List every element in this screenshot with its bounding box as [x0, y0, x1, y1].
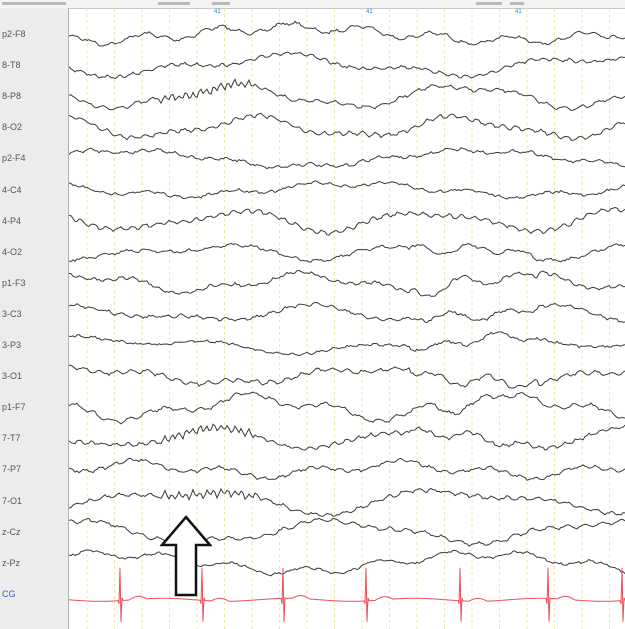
- channel-label: 7-T7: [2, 433, 21, 444]
- timeline-segment: [2, 2, 66, 5]
- channel-label: 8-P8: [2, 91, 22, 102]
- eeg-trace-area[interactable]: [69, 8, 625, 629]
- eeg-trace: [69, 423, 625, 451]
- eeg-trace: [69, 549, 625, 577]
- up-arrow-icon: [160, 515, 212, 597]
- eeg-trace: [69, 112, 625, 141]
- eeg-trace: [69, 364, 625, 389]
- eeg-trace: [69, 242, 625, 263]
- eeg-trace: [69, 301, 625, 324]
- channel-label: z-Pz: [2, 557, 20, 568]
- eeg-trace: [69, 147, 625, 170]
- eeg-trace: [69, 457, 625, 481]
- eeg-trace: [69, 20, 625, 47]
- channel-label: z-Cz: [2, 526, 21, 537]
- eeg-trace: [69, 180, 625, 200]
- timeline-segment: [212, 2, 230, 5]
- channel-label: 8-O2: [2, 122, 23, 133]
- eeg-trace: [69, 206, 625, 236]
- channel-label: p2-F8: [2, 29, 26, 39]
- channel-label: 3-O1: [2, 371, 23, 382]
- channel-label: 8-T8: [2, 60, 21, 71]
- channel-label: 4-O2: [2, 246, 23, 257]
- channel-label: 7-P7: [2, 464, 22, 475]
- timeline-scrollbar[interactable]: [0, 0, 625, 9]
- event-marker[interactable]: 41: [214, 9, 221, 15]
- channel-label: CG: [2, 588, 16, 599]
- channel-label: 4-P4: [2, 215, 22, 226]
- eeg-trace: [69, 78, 625, 111]
- channel-label: p1-F3: [2, 277, 26, 288]
- channel-label: 3-P3: [2, 340, 22, 350]
- eeg-trace: [69, 269, 625, 297]
- ecg-trace: [69, 567, 625, 622]
- channel-label: 3-C3: [2, 308, 22, 319]
- event-marker[interactable]: 41: [366, 9, 373, 15]
- eeg-trace: [69, 391, 625, 425]
- channel-label: p1-F7: [2, 402, 26, 413]
- timeline-segment: [476, 2, 502, 5]
- channel-label: p2-F4: [2, 153, 26, 164]
- channel-label: 4-C4: [2, 184, 22, 195]
- eeg-trace: [69, 51, 625, 80]
- eeg-trace: [69, 517, 625, 547]
- timeline-segment: [510, 2, 524, 5]
- eeg-trace: [69, 331, 625, 357]
- eeg-trace-canvas: [69, 8, 625, 629]
- timeline-segment: [158, 2, 190, 5]
- channel-label: 7-O1: [2, 495, 23, 506]
- event-marker[interactable]: 41: [515, 9, 522, 15]
- channel-label-column: p2-F8 8-T8 8-P8 8-O2 p2-F4 4-C4 4-P4 4-O2 p1-F3 3…: [0, 8, 69, 629]
- eeg-trace: [69, 487, 625, 518]
